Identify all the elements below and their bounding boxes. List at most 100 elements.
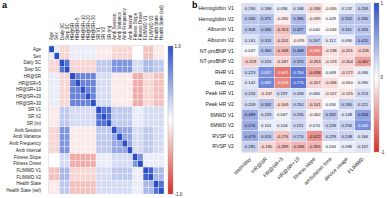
svg-text:-0.355: -0.355 (309, 144, 322, 149)
svg-text:0.112: 0.112 (326, 38, 337, 43)
svg-text:0.067: 0.067 (277, 112, 288, 117)
svg-text:Peak HR V1: Peak HR V1 (205, 90, 234, 96)
svg-text:0.106: 0.106 (277, 123, 288, 128)
svg-text:Health State: Health State (16, 181, 41, 186)
svg-text:SR V1: SR V1 (28, 107, 42, 112)
svg-text:0.325: 0.325 (358, 27, 369, 32)
svg-text:Hemoglobin V2: Hemoglobin V2 (199, 16, 235, 22)
svg-text:0.157: 0.157 (358, 144, 369, 149)
svg-text:-0.172: -0.172 (341, 70, 354, 75)
svg-text:0.476: 0.476 (245, 123, 256, 128)
svg-text:0.259: 0.259 (358, 6, 369, 11)
svg-text:NT-proBNP V1: NT-proBNP V1 (200, 48, 234, 54)
svg-text:RVSP V2: RVSP V2 (212, 143, 234, 149)
svg-text:0.315: 0.315 (261, 134, 272, 139)
svg-text:0.534: 0.534 (358, 112, 369, 117)
svg-text:0.256: 0.256 (342, 123, 353, 128)
svg-text:HR@SR+20: HR@SR+20 (16, 94, 41, 99)
svg-text:-0.276: -0.276 (276, 134, 289, 139)
svg-text:0.352: 0.352 (261, 102, 272, 107)
svg-text:0.142: 0.142 (245, 80, 256, 85)
svg-text:-1: -1 (381, 150, 382, 155)
svg-text:0.029: 0.029 (325, 16, 336, 21)
svg-text:0.148: 0.148 (342, 112, 353, 117)
svg-text:-0.207: -0.207 (309, 80, 322, 85)
svg-text:0.132: 0.132 (342, 6, 353, 11)
svg-text:HR@SR+10: HR@SR+10 (16, 87, 41, 92)
svg-text:Health State (sel): Health State (sel) (159, 5, 164, 40)
svg-text:0.096: 0.096 (342, 144, 353, 149)
svg-text:0.332: 0.332 (325, 112, 336, 117)
svg-text:FLIMWD V1: FLIMWD V1 (16, 168, 41, 173)
svg-text:-0.095: -0.095 (309, 16, 322, 21)
svg-text:-0.201: -0.201 (341, 48, 354, 53)
svg-text:0.209: 0.209 (293, 91, 304, 96)
svg-text:0.411: 0.411 (358, 38, 369, 43)
svg-text:RHR V1: RHR V1 (215, 69, 234, 75)
svg-text:-0.467: -0.467 (357, 59, 370, 64)
svg-text:0.308: 0.308 (245, 27, 256, 32)
svg-text:0.252: 0.252 (293, 102, 304, 107)
svg-text:Daily SC: Daily SC (23, 60, 41, 65)
svg-text:-0.138: -0.138 (325, 48, 338, 53)
svg-text:0.224: 0.224 (261, 59, 272, 64)
svg-text:-0.166: -0.166 (325, 80, 338, 85)
svg-text:-0.585: -0.585 (309, 48, 322, 53)
svg-text:0.090: 0.090 (342, 38, 353, 43)
svg-text:-0.186: -0.186 (309, 6, 322, 11)
svg-text:0.224: 0.224 (245, 91, 256, 96)
svg-text:0.034: 0.034 (325, 102, 336, 107)
svg-text:-0.076: -0.076 (293, 38, 306, 43)
svg-text:-0.263: -0.263 (309, 59, 322, 64)
svg-text:RVSP V1: RVSP V1 (212, 133, 234, 139)
svg-text:-0.661: -0.661 (276, 70, 289, 75)
svg-text:0.479: 0.479 (245, 134, 256, 139)
svg-text:-0.204: -0.204 (341, 59, 354, 64)
svg-text:HR@SR+5: HR@SR+5 (19, 81, 42, 86)
svg-text:-0.055: -0.055 (325, 6, 338, 11)
svg-text:-0.107: -0.107 (325, 91, 338, 96)
svg-text:0.166: 0.166 (358, 134, 369, 139)
svg-text:HR@SR+30: HR@SR+30 (16, 101, 41, 106)
svg-text:0.248: 0.248 (342, 134, 353, 139)
svg-text:Step SC: Step SC (24, 67, 42, 72)
svg-text:0.190: 0.190 (245, 6, 256, 11)
svg-text:-0.092: -0.092 (276, 16, 289, 21)
svg-text:-0.190: -0.190 (260, 144, 273, 149)
svg-text:0.371: 0.371 (261, 16, 272, 21)
svg-text:0.084: 0.084 (309, 91, 320, 96)
svg-text:0.229: 0.229 (325, 134, 336, 139)
svg-text:0.096: 0.096 (277, 6, 288, 11)
svg-text:Sex: Sex (33, 54, 42, 59)
svg-text:FLIMWD: FLIMWD (346, 156, 365, 175)
svg-text:0.640: 0.640 (358, 123, 369, 128)
svg-text:Amb Interval: Amb Interval (16, 148, 41, 153)
svg-text:NT-proBNP V2: NT-proBNP V2 (200, 58, 234, 64)
svg-text:-0.241: -0.241 (309, 102, 322, 107)
svg-text:0.049: 0.049 (325, 70, 336, 75)
svg-text:0.221: 0.221 (293, 123, 304, 128)
svg-text:RHR V2: RHR V2 (215, 80, 234, 86)
svg-text:-0.137: -0.137 (260, 91, 273, 96)
svg-text:device usage: device usage (323, 156, 349, 182)
svg-text:0.267: 0.267 (309, 38, 320, 43)
svg-text:Fitness Slope: Fitness Slope (14, 155, 42, 160)
svg-text:b: b (192, 0, 198, 10)
svg-text:-0.438: -0.438 (309, 70, 322, 75)
svg-text:0.047: 0.047 (245, 48, 256, 53)
svg-text:Peak HR V2: Peak HR V2 (205, 101, 234, 107)
svg-text:1: 1 (381, 1, 382, 6)
svg-text:SR (m): SR (m) (27, 121, 42, 126)
svg-text:0.223: 0.223 (245, 70, 256, 75)
svg-text:0.213: 0.213 (358, 91, 369, 96)
svg-text:0.352: 0.352 (342, 16, 353, 21)
svg-text:0.221: 0.221 (358, 102, 369, 107)
svg-text:0.090: 0.090 (358, 80, 369, 85)
svg-text:HR@SR: HR@SR (24, 74, 42, 79)
svg-text:0.311: 0.311 (342, 27, 353, 32)
svg-text:0.197: 0.197 (277, 91, 288, 96)
svg-text:Amb Session: Amb Session (14, 128, 41, 133)
svg-text:0.776: 0.776 (293, 80, 304, 85)
svg-text:0.458: 0.458 (293, 48, 304, 53)
svg-text:-0.169: -0.169 (276, 102, 289, 107)
